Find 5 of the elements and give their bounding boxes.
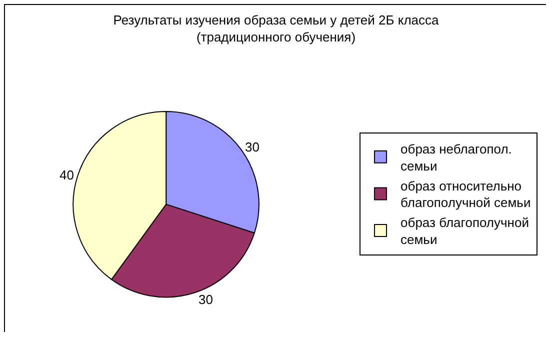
- chart-title: Результаты изучения образа семьи у детей 2Б класса (традиционного обучения): [113, 12, 440, 45]
- legend-label: образ благополучной семьи: [400, 215, 529, 248]
- data-label: 40: [60, 167, 74, 182]
- data-label: 30: [244, 140, 260, 155]
- data-label: 30: [198, 292, 214, 307]
